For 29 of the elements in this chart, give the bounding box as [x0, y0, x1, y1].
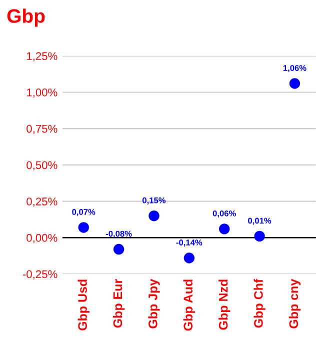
x-tick-label: Gbp Nzd — [218, 280, 230, 330]
y-tick-label: 0,75% — [26, 124, 58, 134]
data-label: -0,08% — [106, 230, 132, 238]
y-tick-label: 1,25% — [26, 52, 58, 62]
data-label: 0,01% — [248, 218, 272, 225]
point — [184, 252, 195, 264]
x-tick-label: Gbp Aud — [183, 280, 195, 331]
data-label: -0,14% — [176, 240, 202, 247]
chart-title: Gbp — [7, 8, 45, 27]
point — [289, 78, 300, 89]
y-tick-label: 1,00% — [26, 88, 58, 98]
point — [113, 244, 124, 255]
data-label: 0,07% — [72, 209, 96, 216]
point — [148, 210, 160, 222]
x-tick-label: Gbp Chf — [254, 278, 266, 328]
point — [254, 230, 265, 242]
point — [78, 222, 89, 233]
x-tick-label: Gbp Jpy — [148, 278, 160, 328]
y-tick-label: 0,25% — [26, 198, 58, 207]
data-label: 1,06% — [283, 65, 306, 72]
point — [219, 224, 230, 234]
y-tick-label: 0,00% — [26, 234, 58, 244]
x-tick-label: Gbp Usd — [78, 280, 90, 330]
data-label: 0,06% — [212, 210, 236, 218]
y-tick-label: -0,25% — [22, 270, 58, 280]
y-tick-label: 0,50% — [26, 161, 58, 170]
x-tick-label: Gbp cny — [288, 278, 301, 328]
data-label: 0,15% — [142, 197, 166, 204]
x-tick-label: Gbp Eur — [112, 279, 125, 328]
